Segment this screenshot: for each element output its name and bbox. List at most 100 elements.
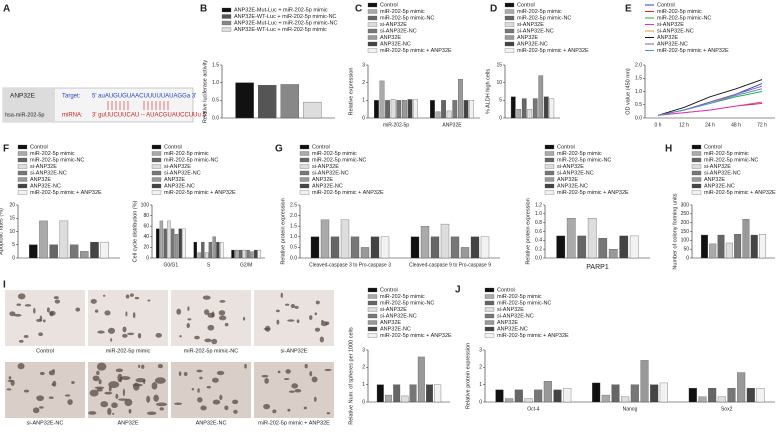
x-tick-label: 48 h: [731, 122, 741, 128]
sphere: [137, 332, 142, 339]
y-tick-label: 0: [479, 399, 482, 405]
sphere: [9, 311, 16, 317]
legend-swatch: [484, 326, 495, 332]
sphere: [146, 395, 151, 403]
sphere: [196, 369, 203, 373]
sphere: [287, 319, 295, 322]
sphere: [129, 293, 134, 297]
sphere: [75, 307, 81, 312]
y-tick-label: 1.5: [212, 62, 219, 68]
sphere: [23, 334, 29, 338]
bar: [216, 241, 220, 259]
legend-label: si-ANP32E: [164, 164, 191, 170]
legend-swatch: [544, 170, 555, 176]
y-tick-label: 2: [362, 80, 365, 86]
bar: [360, 247, 370, 259]
sphere: [207, 324, 215, 331]
sphere: [108, 381, 120, 388]
sphere: [324, 368, 332, 372]
y-tick-label: 0: [362, 399, 365, 405]
sphere: [125, 311, 128, 317]
legend-label: miR-202-5p mimic-NC: [517, 15, 571, 21]
sphere: [296, 319, 300, 324]
legend-swatch: [367, 48, 378, 53]
legend-swatch: [151, 164, 162, 169]
sphere: [264, 325, 271, 332]
sphere: [39, 406, 44, 409]
bar: [717, 396, 726, 403]
y-tick-label: 2.0: [635, 62, 642, 68]
micrograph: [254, 290, 334, 346]
mirna-name: hsa-miR-202-5p: [5, 112, 44, 118]
legend-label: ANP32E-NC: [704, 183, 735, 189]
bar: [640, 360, 649, 403]
bar: [577, 235, 587, 259]
sphere: [287, 408, 291, 412]
bar: [435, 111, 441, 119]
bar: [430, 236, 440, 259]
micrograph: [171, 362, 251, 418]
legend-label: miR-202-5p mimic-NC: [380, 15, 434, 21]
legend-swatch: [484, 300, 495, 306]
bar: [29, 244, 38, 259]
sphere: [107, 327, 116, 334]
sphere: [233, 409, 238, 414]
bar: [59, 220, 69, 259]
legend-label: miR-202-5p mimic + ANP32E: [312, 190, 384, 196]
image-caption: ANP32E: [117, 420, 138, 426]
legend-swatch: [367, 35, 378, 40]
legend-swatch: [221, 14, 232, 19]
image-caption: si-ANP32E: [281, 348, 308, 354]
legend-label: miR-202-5p mimic-NC: [497, 300, 551, 306]
bar: [374, 100, 379, 119]
sphere: [197, 388, 200, 393]
sphere: [155, 402, 168, 407]
bar: [171, 228, 175, 259]
sphere: [96, 362, 107, 371]
legend-swatch: [504, 22, 515, 27]
bar: [688, 387, 697, 403]
x-tick-label: 72 h: [757, 122, 767, 128]
diagram-gene-cell: [3, 88, 55, 122]
sphere: [67, 399, 73, 405]
micrograph: [5, 290, 85, 346]
x-tick-label: G0/G1: [163, 262, 178, 268]
bar: [235, 249, 239, 259]
legend-label: Control: [312, 144, 330, 150]
sphere: [96, 370, 100, 376]
bar: [250, 251, 254, 259]
bar: [460, 247, 470, 259]
sphere: [311, 376, 318, 383]
sphere: [200, 405, 207, 411]
sphere: [206, 385, 211, 389]
y-tick-label: 0.8: [535, 220, 542, 226]
sphere: [159, 407, 164, 411]
legend-label: miR-202-5p mimic + ANP32E: [30, 190, 102, 196]
legend-label: ANP32E-NC: [657, 41, 688, 47]
y-tick-label: 1.0: [535, 211, 542, 217]
sphere: [110, 338, 113, 342]
sphere: [218, 310, 226, 316]
y-axis-title: Relative protein expression: [525, 198, 531, 264]
y-tick-label: 0: [146, 255, 149, 261]
bar: [737, 372, 746, 403]
bar: [376, 384, 384, 403]
legend-swatch: [691, 157, 702, 163]
bar: [534, 389, 543, 403]
legend-label: miR-202-5p mimic-NC: [380, 300, 434, 306]
sphere: [135, 378, 146, 383]
bar: [742, 218, 750, 259]
y-tick-label: 0.0: [212, 115, 219, 121]
sphere: [294, 305, 299, 309]
legend-swatch: [367, 326, 378, 332]
sphere: [283, 377, 290, 381]
y-tick-label: 15: [9, 216, 15, 222]
bar: [543, 96, 549, 119]
y-axis-title: Apoptotic rates (%): [0, 208, 4, 255]
bar: [178, 228, 182, 259]
micrograph: [254, 362, 334, 418]
bar: [556, 235, 566, 259]
bar: [759, 233, 767, 259]
sphere: [108, 386, 112, 392]
legend-swatch: [299, 183, 310, 189]
